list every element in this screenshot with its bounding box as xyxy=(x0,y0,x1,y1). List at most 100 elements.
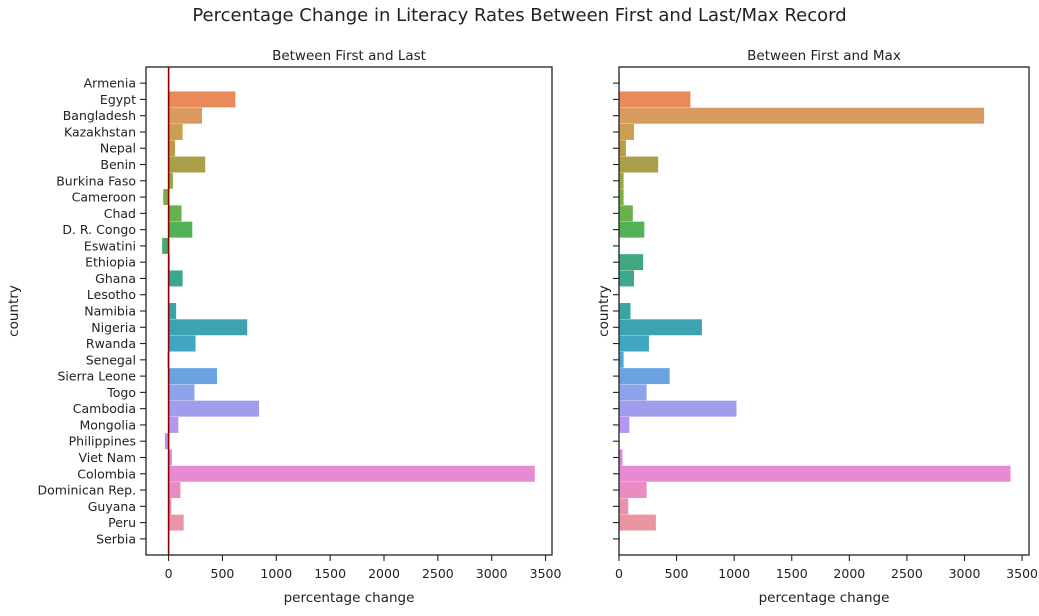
bar-mongolia xyxy=(619,416,630,433)
bar-colombia xyxy=(619,465,1011,482)
y-tick-label: Sierra Leone xyxy=(58,369,137,384)
y-tick-label: Bangladesh xyxy=(63,108,136,123)
y-tick-label: Burkina Faso xyxy=(56,173,136,188)
y-tick-label: Viet Nam xyxy=(78,450,136,465)
bar-guyana xyxy=(619,498,629,515)
x-tick-label: 3000 xyxy=(476,566,508,581)
y-tick-label: Guyana xyxy=(88,499,136,514)
y-tick-label: Benin xyxy=(100,157,136,172)
bar-eswatini xyxy=(162,237,169,254)
y-tick-label: Armenia xyxy=(84,76,136,91)
bar-egypt xyxy=(168,91,236,108)
bar-viet-nam xyxy=(168,449,172,466)
y-tick-label: Togo xyxy=(106,385,136,400)
bar-sierra-leone xyxy=(168,368,218,385)
y-tick-label: Colombia xyxy=(77,466,136,481)
x-tick-label: 1000 xyxy=(718,566,750,581)
x-axis-label: percentage change xyxy=(759,590,890,606)
bar-guyana xyxy=(168,498,172,515)
bar-kazakhstan xyxy=(619,123,634,140)
bar-benin xyxy=(619,156,659,173)
bar-cambodia xyxy=(168,400,260,417)
bar-namibia xyxy=(619,303,631,319)
subplot-title: Between First and Max xyxy=(747,48,901,64)
y-tick-label: Cameroon xyxy=(72,190,136,205)
x-tick-label: 0 xyxy=(615,566,623,581)
x-tick-label: 1000 xyxy=(260,566,292,581)
bar-peru xyxy=(619,514,656,531)
x-tick-label: 1500 xyxy=(776,566,808,581)
y-tick-label: Dominican Rep. xyxy=(38,483,136,498)
bar-dominican-rep- xyxy=(619,482,647,499)
axes-frame xyxy=(618,66,1030,556)
bar-philippines xyxy=(164,433,169,450)
figure-suptitle: Percentage Change in Literacy Rates Betw… xyxy=(192,5,847,26)
bar-mongolia xyxy=(168,416,179,433)
bar-cameroon xyxy=(619,189,624,206)
y-tick-label: Kazakhstan xyxy=(64,124,136,139)
y-tick-label: Cambodia xyxy=(73,401,136,416)
x-tick-label: 500 xyxy=(665,566,689,581)
x-tick-label: 3500 xyxy=(530,566,562,581)
bar-chad xyxy=(168,205,182,222)
y-tick-label: Ghana xyxy=(95,271,136,286)
bar-rwanda xyxy=(619,335,649,352)
y-tick-label: Namibia xyxy=(84,304,136,319)
y-axis-label: country xyxy=(596,285,612,337)
bar-chad xyxy=(619,205,633,222)
bar-egypt xyxy=(619,91,691,108)
subplot-title: Between First and Last xyxy=(272,48,426,64)
bar-dominican-rep- xyxy=(168,482,181,499)
bar-namibia xyxy=(168,303,177,319)
bar-rwanda xyxy=(168,335,196,352)
x-tick-label: 2000 xyxy=(833,566,865,581)
x-tick-label: 2500 xyxy=(891,566,923,581)
bar-cameroon xyxy=(163,189,169,206)
x-tick-label: 0 xyxy=(165,566,173,581)
bar-nepal xyxy=(168,140,176,157)
bar-senegal xyxy=(619,351,624,368)
bar-burkina-faso xyxy=(168,172,173,189)
x-tick-label: 2500 xyxy=(422,566,454,581)
bar-nepal xyxy=(619,140,626,157)
bar-peru xyxy=(168,514,184,531)
bar-d-r-congo xyxy=(168,221,193,238)
bar-cambodia xyxy=(619,400,737,417)
y-tick-label: Senegal xyxy=(86,352,136,367)
y-tick-label: Chad xyxy=(104,206,136,221)
x-tick-label: 3000 xyxy=(949,566,981,581)
bar-ghana xyxy=(619,270,634,287)
bar-sierra-leone xyxy=(619,368,670,385)
y-tick-label: Philippines xyxy=(69,434,136,449)
y-tick-label: Nepal xyxy=(100,141,136,156)
y-tick-label: Lesotho xyxy=(87,287,136,302)
bar-ethiopia xyxy=(619,254,644,271)
y-tick-label: D. R. Congo xyxy=(62,222,136,237)
y-tick-label: Serbia xyxy=(96,531,136,546)
bar-burkina-faso xyxy=(619,172,624,189)
y-tick-label: Mongolia xyxy=(79,417,136,432)
y-tick-label: Eswatini xyxy=(84,238,136,253)
bar-viet-nam xyxy=(619,449,623,466)
x-tick-label: 2000 xyxy=(368,566,400,581)
axes-frame xyxy=(145,66,553,556)
y-tick-label: Ethiopia xyxy=(85,255,136,270)
bar-kazakhstan xyxy=(168,123,183,140)
bar-d-r-congo xyxy=(619,221,645,238)
x-tick-label: 1500 xyxy=(314,566,346,581)
bar-ghana xyxy=(168,270,183,287)
bar-nigeria xyxy=(619,319,702,336)
bar-togo xyxy=(168,384,195,401)
bar-nigeria xyxy=(168,319,248,336)
y-tick-label: Rwanda xyxy=(86,336,136,351)
bar-benin xyxy=(168,156,206,173)
x-tick-label: 500 xyxy=(211,566,235,581)
bar-togo xyxy=(619,384,647,401)
y-tick-label: Nigeria xyxy=(91,320,136,335)
y-tick-label: Egypt xyxy=(100,92,136,107)
y-axis-label: country xyxy=(6,285,22,337)
subplot-2: 0 500 1000 1500 2000 2500 3000 3500 Between Firs… xyxy=(596,48,1038,606)
bar-colombia xyxy=(168,465,535,482)
